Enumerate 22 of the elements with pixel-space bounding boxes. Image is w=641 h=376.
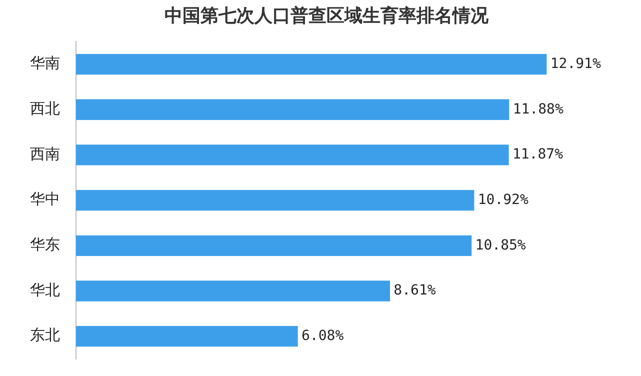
y-tick-label: 华东 (30, 236, 60, 254)
data-label: 8.61% (394, 282, 436, 299)
y-tick-label: 西南 (30, 144, 60, 163)
bar (76, 99, 510, 120)
bar (76, 190, 474, 211)
y-tick-label: 华北 (30, 280, 60, 299)
data-label: 10.92% (478, 192, 529, 208)
data-label: 6.08% (302, 328, 344, 344)
bar (76, 144, 509, 166)
y-tick-label: 华中 (30, 190, 60, 208)
y-tick-label: 西北 (30, 100, 60, 118)
data-label: 10.85% (475, 237, 526, 254)
bar (76, 280, 390, 302)
data-label: 12.91% (550, 56, 602, 72)
y-tick-label: 华南 (30, 54, 60, 72)
chart-title: 中国第七次人口普查区域生育率排名情况 (164, 4, 490, 26)
bar (76, 54, 547, 75)
bar (76, 326, 298, 347)
data-label: 11.87% (512, 146, 564, 163)
y-tick-label: 东北 (30, 326, 60, 344)
data-label: 11.88% (512, 101, 564, 118)
bar (76, 235, 472, 256)
